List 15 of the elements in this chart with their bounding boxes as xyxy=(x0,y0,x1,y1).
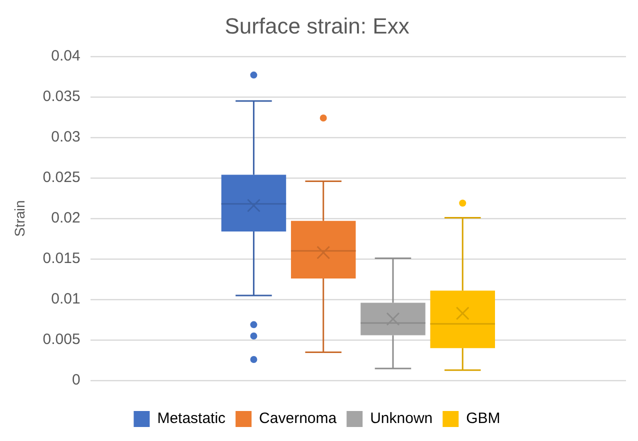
legend-label: Metastatic xyxy=(157,410,226,428)
y-tick-label: 0.04 xyxy=(51,48,80,65)
y-tick-label: 0.005 xyxy=(42,331,80,348)
y-axis-title: Strain xyxy=(11,200,28,237)
chart-title: Surface strain: Exx xyxy=(224,13,410,38)
y-tick-label: 0.03 xyxy=(51,128,80,146)
y-tick-label: 0.015 xyxy=(42,250,80,268)
y-tick-label: 0.025 xyxy=(42,169,80,186)
legend-label: Cavernoma xyxy=(259,410,338,428)
y-tick-label: 0.01 xyxy=(51,290,80,308)
y-tick-label: 0.035 xyxy=(42,88,80,106)
y-tick-label: 0.02 xyxy=(51,210,80,227)
y-tick-label: 0 xyxy=(72,372,80,389)
legend-label: Unknown xyxy=(370,410,433,428)
legend-label: GBM xyxy=(466,410,500,428)
